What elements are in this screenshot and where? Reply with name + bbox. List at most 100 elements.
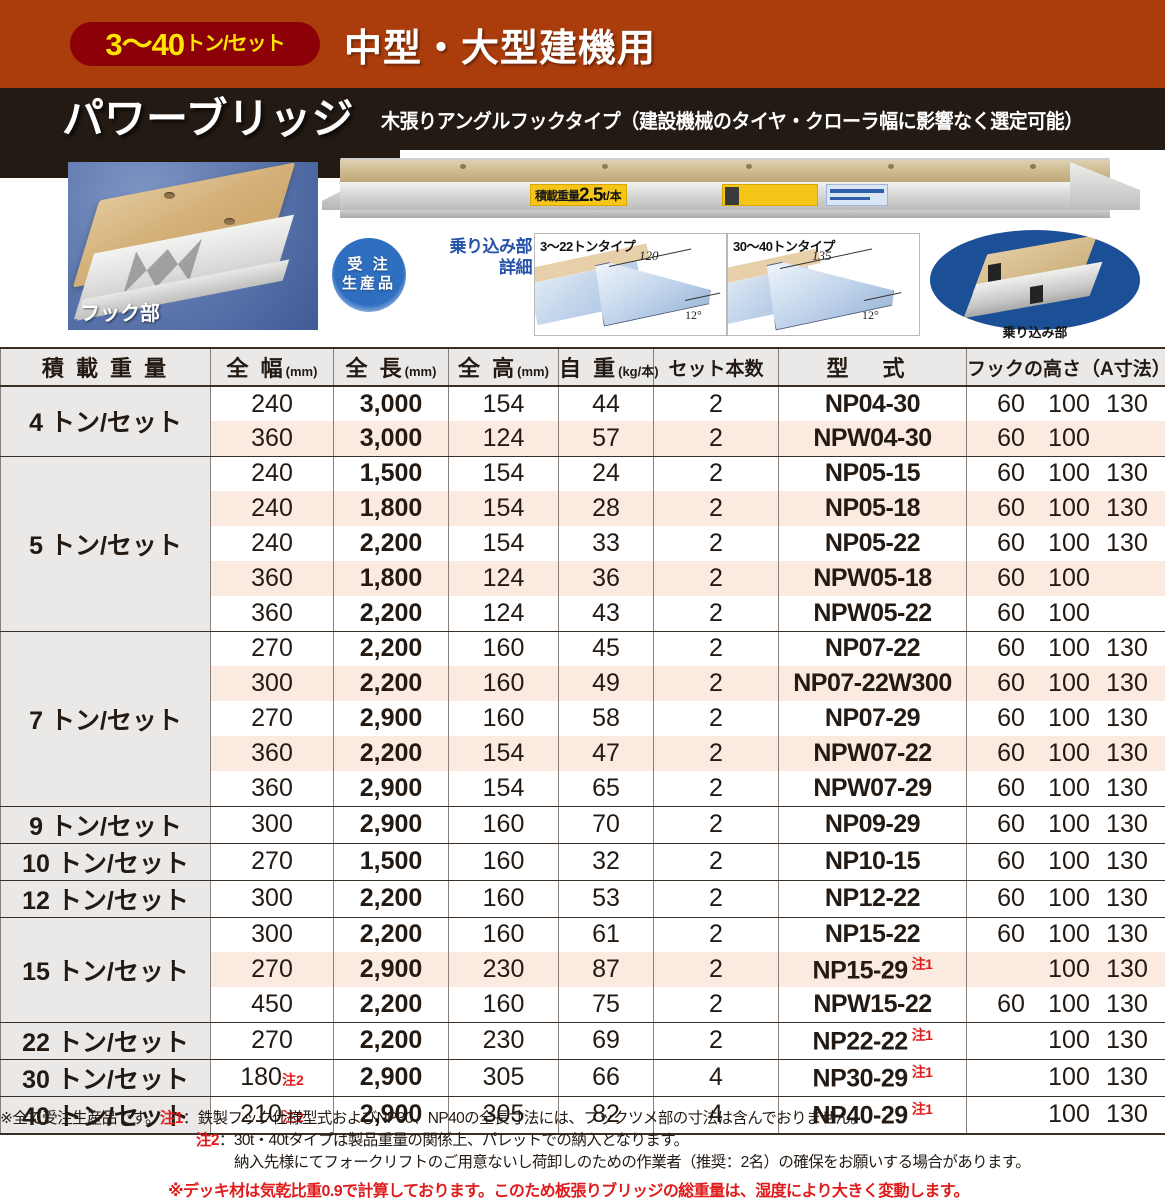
set-count-cell: 2	[653, 1022, 779, 1060]
hook-height-value: 100	[1048, 739, 1090, 767]
width-value: 270	[251, 955, 293, 983]
bolt-hole-icon	[224, 218, 235, 225]
width-value: 300	[251, 669, 293, 697]
bolt-hole-icon	[164, 192, 175, 199]
model-value: NP10-15	[824, 847, 921, 875]
hook-height-value: 130	[1106, 459, 1148, 488]
table-row: 360 2,200 124 43 2 NPW05-22 60 100	[1, 596, 1165, 632]
hook-height-value: 60	[997, 389, 1025, 418]
hook-height-value: 130	[1106, 1026, 1148, 1054]
hook-height-value: 100	[1048, 810, 1090, 838]
model-cell: NP10-15	[778, 843, 967, 881]
hook-height-value: 130	[1106, 634, 1148, 663]
model-cell: NP05-22	[778, 526, 967, 561]
made-to-order-line2: 生産品	[341, 275, 396, 292]
col-header-height-text: 全 高	[458, 356, 518, 381]
model-value: NPW07-22	[813, 739, 932, 767]
model-cell: NPW15-22	[778, 987, 967, 1023]
model-cell: NP07-22	[778, 631, 967, 666]
entry-photo-caption: 乗り込み部	[1002, 325, 1068, 340]
hook-height-value: 130	[1106, 884, 1148, 912]
length-cell: 1,800	[333, 491, 449, 526]
length-cell: 2,200	[333, 666, 449, 701]
weight-cell: 24	[558, 456, 654, 491]
model-value: NP05-18	[824, 494, 921, 522]
footnote-row-1: ※全て受注生産品です。 注1 ：鉄製フック仕様型式およびNP30、NP40の全長…	[0, 1108, 1165, 1130]
table-row: 450 2,200 160 75 2 NPW15-22 60 100 130	[1, 987, 1165, 1023]
entry-detail-label-line2: 詳細	[499, 258, 533, 278]
height-cell: 160	[448, 631, 559, 666]
table-row: 5 トン/セット 240 1,500 154 24 2 NP05-15 60 100 130	[0, 456, 1165, 632]
set-count-cell: 4	[653, 1059, 779, 1097]
hook-height-cell: 100 130	[966, 952, 1165, 987]
model-value: NP22-22	[812, 1027, 909, 1056]
width-cell: 360	[210, 561, 334, 596]
hook-height-value: 130	[1106, 494, 1148, 522]
set-count-cell: 2	[653, 526, 779, 561]
col-header-length-text: 全 長	[345, 356, 405, 381]
hook-height-value: 130	[1106, 989, 1148, 1018]
hook-height-value: 130	[1106, 704, 1148, 732]
table-row: 9 トン/セット 300 2,900 160 70 2 NP09-29 60 100 130	[0, 806, 1165, 844]
hook-height-value: 60	[997, 810, 1025, 838]
hook-height-value: 100	[1048, 1063, 1090, 1091]
height-cell: 160	[448, 987, 559, 1023]
footnote-row-2: 注2 ：30t・40tタイプは製品重量の関係上、パレットでの納入となります。	[0, 1130, 1165, 1152]
model-value: NPW05-22	[813, 598, 932, 627]
model-cell: NPW07-29	[778, 771, 967, 807]
capacity-badge-range: 3〜40	[105, 26, 185, 62]
table-row: 270 2,900 160 58 2 NP07-29 60 100 130	[1, 701, 1165, 736]
hook-height-value: 100	[1048, 494, 1090, 522]
length-cell: 2,200	[333, 526, 449, 561]
col-header-length: 全 長(mm)	[333, 347, 449, 387]
table-row: 40 トン/セット 210注2 2,900 305 82 4 NP40-29 注1 100 130	[0, 1096, 1165, 1135]
height-cell: 154	[448, 526, 559, 561]
set-count-cell: 2	[653, 843, 779, 881]
hook-height-cell: 60 100 130	[966, 491, 1165, 526]
set-count-cell: 2	[653, 666, 779, 701]
hook-height-value: 60	[997, 989, 1025, 1018]
hook-height-value: 60	[997, 884, 1025, 912]
weight-cell: 47	[558, 736, 654, 771]
hook-part-photo: フック部	[68, 162, 318, 330]
weight-cell: 49	[558, 666, 654, 701]
hook-height-value: 130	[1106, 669, 1148, 697]
width-value: 240	[251, 529, 293, 557]
hook-height-cell: 60 100 130	[966, 701, 1165, 736]
footnotes: ※全て受注生産品です。 注1 ：鉄製フック仕様型式およびNP30、NP40の全長…	[0, 1108, 1165, 1200]
hook-height-value: 100	[1048, 1100, 1090, 1128]
model-note-mark: 注1	[911, 1100, 933, 1117]
width-value: 360	[251, 598, 293, 627]
hook-height-value: 130	[1106, 920, 1148, 949]
length-cell: 2,200	[333, 880, 449, 918]
col-header-set-count: セット本数	[653, 347, 779, 387]
height-cell: 154	[448, 386, 559, 421]
hook-height-value: 130	[1106, 529, 1148, 557]
made-to-order-badge: 受 注 生産品	[332, 238, 406, 312]
entry-shadow-block	[1030, 284, 1043, 305]
model-value: NP09-29	[824, 810, 921, 838]
hook-height-value: 100	[1048, 955, 1090, 983]
height-cell: 154	[448, 736, 559, 771]
model-value: NPW15-22	[813, 989, 932, 1018]
width-cell: 300	[210, 880, 334, 918]
height-cell: 230	[448, 1022, 559, 1060]
load-capacity-cell: 12 トン/セット	[0, 880, 211, 918]
col-header-weight-unit: (kg/本)	[618, 364, 659, 379]
set-count-cell: 2	[653, 880, 779, 918]
width-value: 270	[251, 1026, 293, 1054]
hook-height-cell: 60 100 130	[966, 917, 1165, 952]
weight-cell: 75	[558, 987, 654, 1023]
hook-height-value: 130	[1106, 773, 1148, 802]
weight-cell: 87	[558, 952, 654, 987]
width-cell: 300	[210, 666, 334, 701]
col-header-weight: 自 重(kg/本)	[558, 347, 659, 387]
hook-height-value: 130	[1106, 739, 1148, 767]
width-cell: 360	[210, 736, 334, 771]
set-count-cell: 2	[653, 421, 779, 457]
weight-cell: 45	[558, 631, 654, 666]
model-cell: NPW04-30	[778, 421, 967, 457]
weight-cell: 70	[558, 806, 654, 844]
width-cell: 450	[210, 987, 334, 1023]
footnote-2-text: ：30t・40tタイプは製品重量の関係上、パレットでの納入となります。	[218, 1132, 689, 1149]
